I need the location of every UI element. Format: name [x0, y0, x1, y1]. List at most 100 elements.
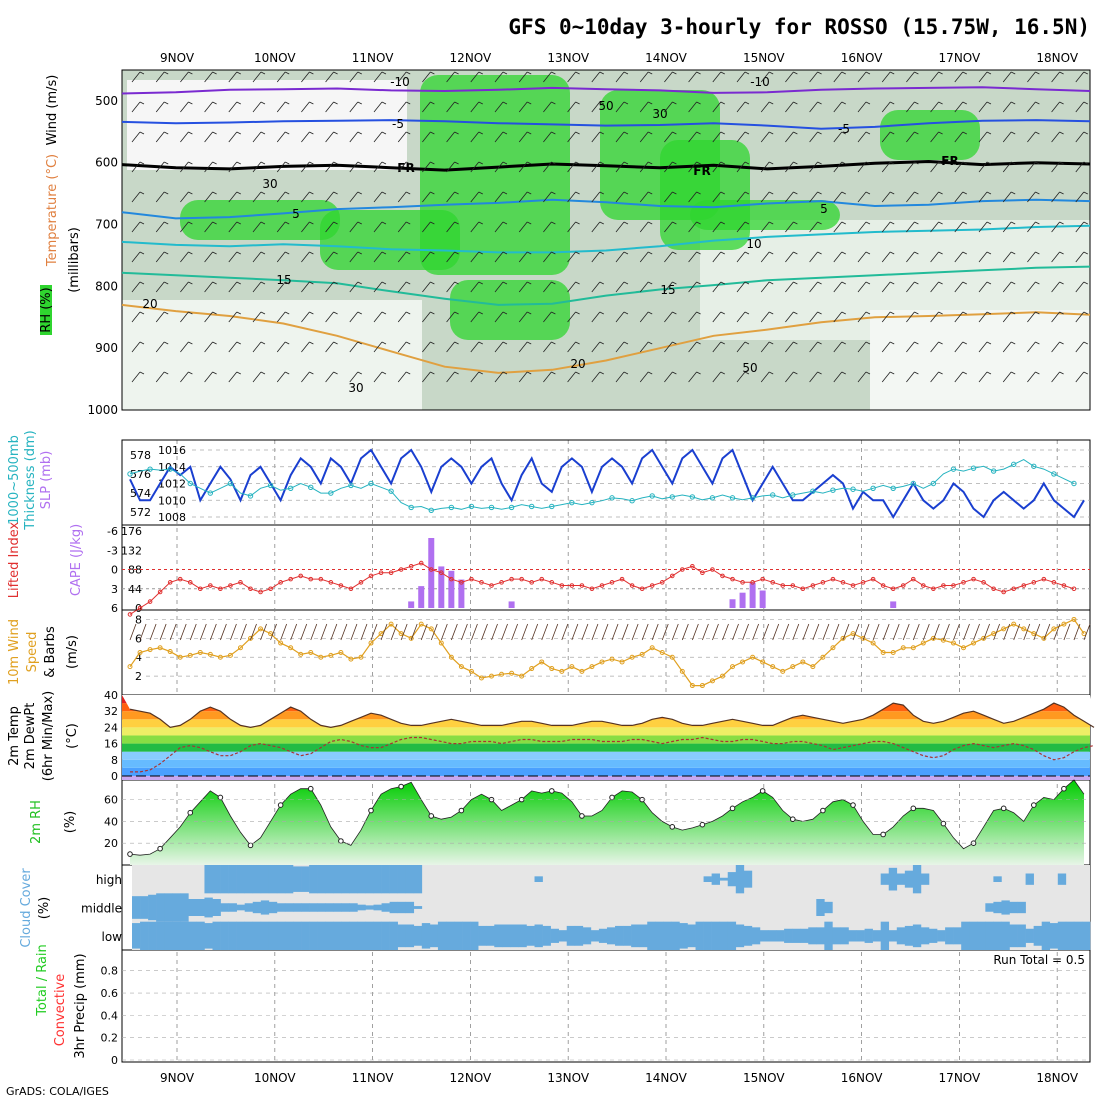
wind-barb	[494, 281, 508, 293]
wind-speed-point	[810, 664, 816, 670]
rh-moist-area	[320, 210, 460, 270]
thickness-line	[129, 459, 1075, 511]
x-tick-label-top: 15NOV	[743, 51, 785, 65]
cloud-cell-low	[840, 927, 849, 945]
temperature-band	[122, 775, 1090, 780]
cloud-cell-low	[671, 921, 680, 950]
wind-barb	[349, 251, 362, 263]
wind-barb	[561, 623, 569, 641]
cloud-cell-middle	[172, 893, 181, 922]
wind-barb	[621, 623, 629, 641]
rh2m-point	[368, 807, 374, 814]
lifted-index-point	[318, 576, 324, 582]
thickness-point	[488, 504, 495, 511]
wind-barb	[252, 341, 266, 353]
cloud-cell-low	[977, 921, 986, 950]
wind-barb	[760, 101, 774, 113]
wind-barb	[1027, 341, 1040, 353]
isotherm-line	[121, 224, 1091, 254]
wind-barb	[494, 101, 508, 113]
cloud-cell-middle	[341, 903, 350, 912]
cloud-cell-low	[615, 925, 624, 946]
wind-barb	[430, 623, 438, 641]
wind-barb	[228, 341, 241, 353]
cloud-cell-high	[325, 865, 334, 894]
wind-barb	[809, 251, 822, 263]
wind-barb	[422, 191, 435, 203]
wind-barb	[601, 623, 609, 641]
wind-barb	[155, 191, 169, 203]
rh2m-point	[759, 788, 766, 794]
wind-barb	[1023, 623, 1031, 641]
cloud-cell-middle	[132, 896, 141, 919]
wind-barb	[276, 101, 290, 113]
wind-barb	[446, 161, 459, 173]
cloud-cell-low	[470, 921, 479, 950]
cloud-cell-middle	[276, 903, 286, 912]
cloud-cell-low	[437, 921, 447, 950]
wind-barb	[906, 311, 919, 323]
wind-speed-point	[418, 621, 424, 627]
wind-barb	[422, 251, 435, 263]
cloud-cell-high	[309, 865, 318, 894]
cloud-cell-middle	[164, 893, 173, 922]
wind-barb	[180, 101, 193, 113]
wind-barb	[422, 71, 435, 83]
wind-speed-point	[207, 651, 213, 657]
thickness-point	[528, 503, 535, 510]
wind-barb	[664, 161, 677, 173]
wind-barb	[543, 281, 556, 293]
temperature-band	[122, 727, 1090, 736]
precip-tick-label: 0.2	[101, 1032, 119, 1045]
wind-barb	[228, 251, 241, 263]
panel-frame	[121, 524, 1091, 611]
wind-barb	[301, 311, 314, 323]
wind-barb	[953, 623, 960, 641]
wind-speed-point	[499, 671, 505, 677]
cloud-cell-low	[445, 921, 455, 950]
wind-barb	[325, 101, 338, 113]
x-tick-label-bottom: 12NOV	[450, 1071, 492, 1085]
lifted-index-point	[328, 580, 334, 585]
slp-tick-label: 1010	[158, 494, 186, 507]
wind-barb	[857, 341, 871, 353]
wind-barb	[204, 221, 217, 233]
wind-speed-point	[358, 654, 364, 660]
wind-barb	[276, 191, 290, 203]
rh-legend-swatch	[40, 285, 52, 335]
cloud-cell-low	[381, 921, 390, 950]
wind-barb	[446, 71, 459, 83]
wind-speed-point	[719, 673, 725, 679]
lifted-index-point	[890, 586, 896, 592]
cloud-cell-middle	[196, 899, 205, 916]
rh2m-point	[187, 809, 194, 816]
cloud-cell-low	[550, 928, 559, 943]
wind-barb	[301, 71, 314, 83]
wind-barb	[349, 311, 362, 323]
wind-barb	[494, 341, 508, 353]
wind-barb	[591, 101, 604, 113]
wind-barb	[252, 311, 266, 323]
cloud-cell-high	[293, 866, 302, 892]
cloud-cell-low	[598, 928, 608, 943]
wind-barb	[639, 281, 653, 293]
wind-barb	[809, 371, 822, 383]
cloud-cell-low	[429, 924, 439, 948]
x-tick-label-bottom: 16NOV	[841, 1071, 883, 1085]
wind-speed-point	[689, 683, 695, 689]
temperature-mask	[122, 695, 1094, 728]
wind-barb	[543, 101, 556, 113]
thickness-point	[147, 466, 153, 472]
wind-barb	[688, 251, 701, 263]
wind-barb	[470, 131, 483, 143]
wind-barb	[571, 623, 579, 641]
wind-barb	[872, 623, 880, 641]
wind-barb	[688, 281, 701, 293]
x-tick-label-bottom: 10NOV	[254, 1071, 296, 1085]
cape-bar	[438, 566, 445, 608]
wind-barb	[301, 101, 314, 113]
wind-barb	[1075, 131, 1088, 143]
thickness-point	[790, 492, 796, 498]
cloud-cell-low	[800, 928, 809, 943]
thickness-point	[1051, 471, 1057, 477]
